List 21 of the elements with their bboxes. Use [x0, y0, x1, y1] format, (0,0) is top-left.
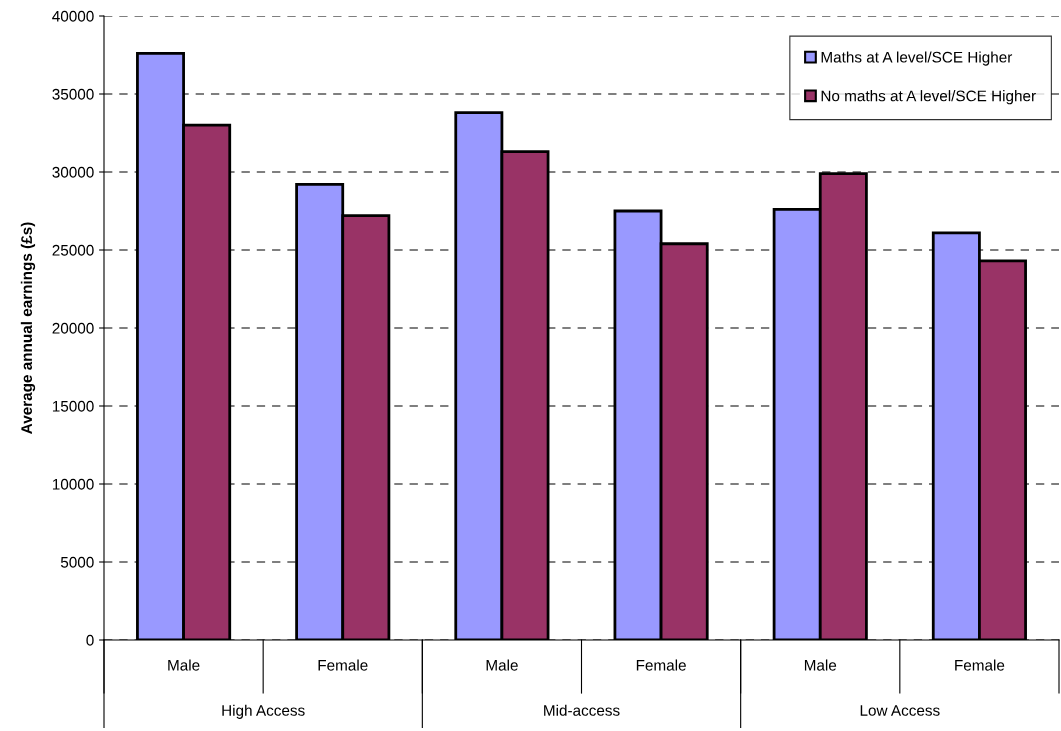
- text: Low Access: [860, 705, 940, 716]
- x-tick-label: Male: [486, 659, 518, 671]
- y-tick-label: 25000: [52, 244, 94, 256]
- text: Mid-access: [544, 704, 620, 716]
- legend-label: No maths at A level/SCE Higher: [821, 90, 1036, 105]
- legend-label: Maths at A level/SCE Higher: [821, 51, 1013, 66]
- x-tick-label: Female: [955, 659, 1005, 671]
- x-tick-label: Female: [318, 659, 368, 671]
- y-tick-label: 20000: [52, 322, 94, 334]
- y-tick-label: 40000: [52, 10, 94, 22]
- y-tick-label: 0: [86, 634, 94, 646]
- x-tick-label: Male: [168, 659, 200, 671]
- y-tick-label: 15000: [52, 400, 94, 412]
- y-axis-title: Average annual earnings (£s): [20, 222, 36, 434]
- x-tick-label: Female: [636, 659, 686, 671]
- y-tick-label: 5000: [60, 556, 94, 568]
- x-tick-label: Male: [804, 659, 837, 671]
- y-tick-label: 10000: [52, 478, 94, 490]
- y-tick-label: 35000: [52, 88, 94, 100]
- text: High Access: [222, 704, 305, 719]
- y-tick-label: 30000: [52, 166, 94, 178]
